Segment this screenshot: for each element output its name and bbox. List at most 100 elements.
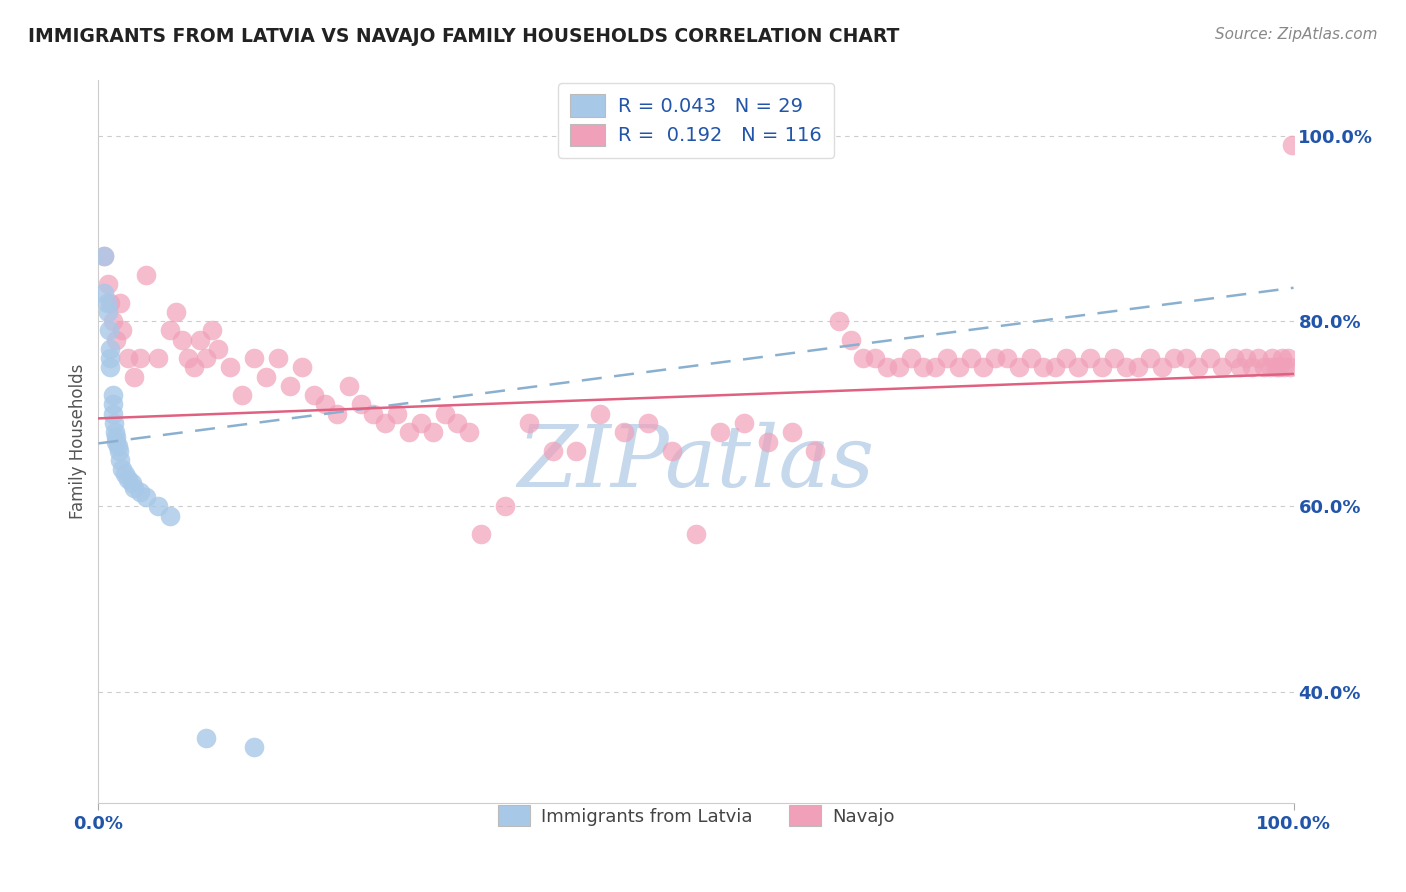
Point bbox=[1152, 360, 1174, 375]
Point bbox=[972, 360, 994, 375]
Point bbox=[661, 443, 683, 458]
Point bbox=[828, 314, 851, 328]
Point bbox=[1281, 138, 1303, 153]
Point bbox=[1032, 360, 1054, 375]
Point bbox=[188, 333, 211, 347]
Point bbox=[98, 295, 122, 310]
Point bbox=[93, 249, 115, 263]
Point bbox=[1278, 360, 1301, 375]
Point bbox=[326, 407, 349, 421]
Point bbox=[165, 305, 187, 319]
Point bbox=[1277, 351, 1299, 366]
Point bbox=[960, 351, 983, 366]
Point bbox=[129, 485, 152, 500]
Point bbox=[1258, 360, 1281, 375]
Point bbox=[339, 379, 361, 393]
Point bbox=[148, 500, 170, 514]
Point bbox=[302, 388, 325, 402]
Text: Source: ZipAtlas.com: Source: ZipAtlas.com bbox=[1215, 27, 1378, 42]
Point bbox=[104, 425, 127, 440]
Point bbox=[411, 416, 433, 430]
Point bbox=[1268, 360, 1291, 375]
Point bbox=[1115, 360, 1137, 375]
Point bbox=[207, 342, 229, 356]
Point bbox=[124, 481, 146, 495]
Point bbox=[517, 416, 540, 430]
Point bbox=[900, 351, 922, 366]
Y-axis label: Family Households: Family Households bbox=[69, 364, 87, 519]
Point bbox=[98, 351, 122, 366]
Point bbox=[111, 323, 134, 337]
Point bbox=[267, 351, 290, 366]
Point bbox=[96, 295, 118, 310]
Point bbox=[1247, 351, 1270, 366]
Point bbox=[148, 351, 170, 366]
Point bbox=[434, 407, 457, 421]
Point bbox=[101, 407, 124, 421]
Point bbox=[93, 249, 115, 263]
Point bbox=[1253, 360, 1275, 375]
Point bbox=[98, 342, 122, 356]
Point bbox=[195, 351, 218, 366]
Text: ZIPatlas: ZIPatlas bbox=[517, 422, 875, 505]
Point bbox=[291, 360, 314, 375]
Point bbox=[1008, 360, 1031, 375]
Point bbox=[613, 425, 636, 440]
Legend: Immigrants from Latvia, Navajo: Immigrants from Latvia, Navajo bbox=[491, 798, 901, 833]
Point bbox=[541, 443, 564, 458]
Point bbox=[1175, 351, 1198, 366]
Point bbox=[1080, 351, 1102, 366]
Point bbox=[1223, 351, 1246, 366]
Point bbox=[494, 500, 516, 514]
Point bbox=[1264, 360, 1286, 375]
Point bbox=[98, 323, 121, 337]
Point bbox=[1091, 360, 1114, 375]
Point bbox=[107, 439, 129, 453]
Point bbox=[124, 369, 146, 384]
Point bbox=[135, 490, 157, 504]
Point bbox=[159, 508, 181, 523]
Point bbox=[111, 462, 134, 476]
Point bbox=[177, 351, 200, 366]
Point bbox=[1163, 351, 1185, 366]
Point bbox=[995, 351, 1018, 366]
Point bbox=[385, 407, 409, 421]
Point bbox=[97, 305, 120, 319]
Point bbox=[637, 416, 659, 430]
Point bbox=[984, 351, 1007, 366]
Point bbox=[685, 527, 707, 541]
Point bbox=[458, 425, 481, 440]
Point bbox=[201, 323, 224, 337]
Point bbox=[1211, 360, 1233, 375]
Point bbox=[105, 434, 128, 449]
Point bbox=[1128, 360, 1150, 375]
Point bbox=[1056, 351, 1078, 366]
Point bbox=[1104, 351, 1126, 366]
Point bbox=[733, 416, 755, 430]
Point bbox=[852, 351, 875, 366]
Point bbox=[876, 360, 898, 375]
Point bbox=[363, 407, 385, 421]
Point bbox=[254, 369, 277, 384]
Point bbox=[98, 360, 122, 375]
Point bbox=[948, 360, 970, 375]
Point bbox=[889, 360, 911, 375]
Point bbox=[231, 388, 253, 402]
Point bbox=[1187, 360, 1209, 375]
Point bbox=[398, 425, 420, 440]
Point bbox=[422, 425, 444, 440]
Point bbox=[1019, 351, 1042, 366]
Text: IMMIGRANTS FROM LATVIA VS NAVAJO FAMILY HOUSEHOLDS CORRELATION CHART: IMMIGRANTS FROM LATVIA VS NAVAJO FAMILY … bbox=[28, 27, 900, 45]
Point bbox=[103, 416, 125, 430]
Point bbox=[108, 453, 131, 467]
Point bbox=[101, 397, 124, 411]
Point bbox=[865, 351, 887, 366]
Point bbox=[1240, 360, 1263, 375]
Point bbox=[1234, 351, 1257, 366]
Point bbox=[121, 476, 143, 491]
Point bbox=[1139, 351, 1161, 366]
Point bbox=[470, 527, 492, 541]
Point bbox=[101, 388, 124, 402]
Point bbox=[374, 416, 396, 430]
Point bbox=[1199, 351, 1222, 366]
